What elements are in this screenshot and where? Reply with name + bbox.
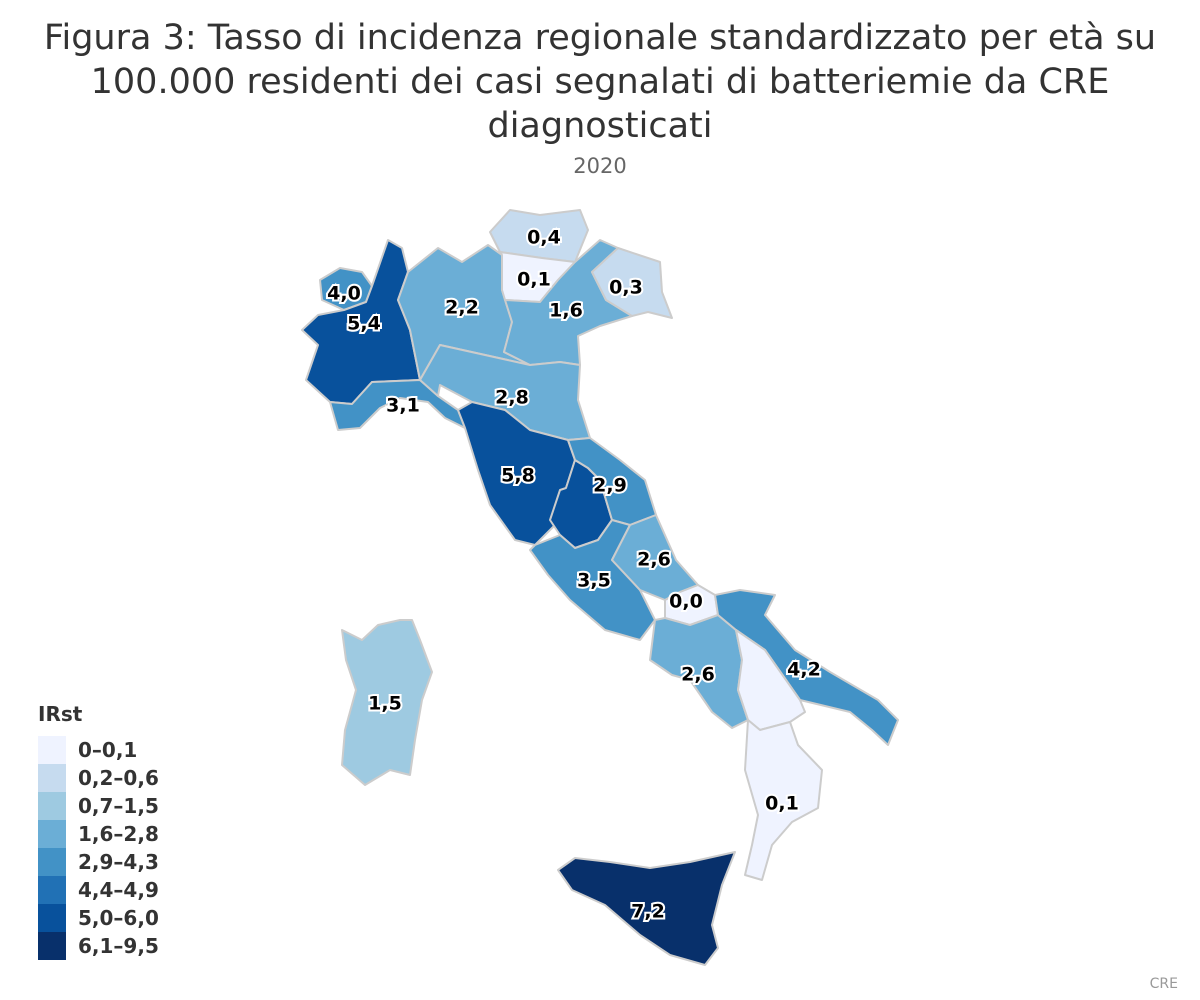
- label-alto-adige: 0,4: [527, 227, 561, 249]
- region-calabria[interactable]: [744, 719, 823, 881]
- legend-item[interactable]: 1,6–2,8: [38, 820, 159, 848]
- legend: IRst 0–0,1 0,2–0,6 0,7–1,5 1,6–2,8 2,9–4…: [38, 702, 159, 960]
- legend-item[interactable]: 0–0,1: [38, 736, 159, 764]
- legend-swatch: [38, 792, 66, 820]
- legend-item[interactable]: 0,2–0,6: [38, 764, 159, 792]
- legend-swatch: [38, 736, 66, 764]
- legend-swatch: [38, 904, 66, 932]
- credits[interactable]: CRE: [1149, 976, 1178, 992]
- legend-swatch: [38, 932, 66, 960]
- legend-item[interactable]: 2,9–4,3: [38, 848, 159, 876]
- legend-label: 0–0,1: [78, 738, 138, 762]
- legend-title: IRst: [38, 702, 83, 726]
- label-toscana: 5,8: [501, 465, 535, 487]
- label-lombardia: 2,2: [445, 297, 479, 319]
- region-sicilia[interactable]: [557, 851, 736, 966]
- legend-label: 0,2–0,6: [78, 766, 159, 790]
- legend-item[interactable]: 5,0–6,0: [38, 904, 159, 932]
- label-piemonte: 5,4: [347, 313, 381, 335]
- legend-label: 5,0–6,0: [78, 906, 159, 930]
- legend-swatch: [38, 848, 66, 876]
- legend-swatch: [38, 764, 66, 792]
- legend-item[interactable]: 4,4–4,9: [38, 876, 159, 904]
- chart-subtitle: 2020: [573, 154, 627, 178]
- chart-title: Figura 3: Tasso di incidenza regionale s…: [43, 18, 1157, 146]
- region-liguria[interactable]: [329, 379, 466, 431]
- label-veneto: 1,6: [549, 300, 583, 322]
- label-molise: 0,0: [669, 591, 703, 613]
- label-lazio: 3,5: [577, 570, 611, 592]
- label-emilia-romagna: 2,8: [495, 387, 529, 409]
- label-calabria: 0,1: [765, 793, 799, 815]
- legend-label: 2,9–4,3: [78, 850, 159, 874]
- legend-swatch: [38, 820, 66, 848]
- label-valle-d-aosta: 4,0: [327, 283, 361, 305]
- legend-label: 1,6–2,8: [78, 822, 159, 846]
- region-sardegna[interactable]: [341, 619, 433, 786]
- label-sardegna: 1,5: [368, 693, 402, 715]
- legend-label: 4,4–4,9: [78, 878, 159, 902]
- legend-label: 0,7–1,5: [78, 794, 159, 818]
- legend-item[interactable]: 0,7–1,5: [38, 792, 159, 820]
- label-abruzzo: 2,6: [637, 549, 671, 571]
- legend-label: 6,1–9,5: [78, 934, 159, 958]
- label-liguria: 3,1: [386, 395, 420, 417]
- legend-item[interactable]: 6,1–9,5: [38, 932, 159, 960]
- label-marche: 2,9: [593, 475, 627, 497]
- label-puglia: 4,2: [787, 659, 821, 681]
- region-friuli-venezia-giulia[interactable]: [591, 247, 673, 319]
- label-trentino: 0,1: [517, 269, 551, 291]
- label-sicilia: 7,2: [631, 901, 665, 923]
- label-friuli-venezia-giulia: 0,3: [609, 277, 643, 299]
- label-campania: 2,6: [681, 664, 715, 686]
- legend-swatch: [38, 876, 66, 904]
